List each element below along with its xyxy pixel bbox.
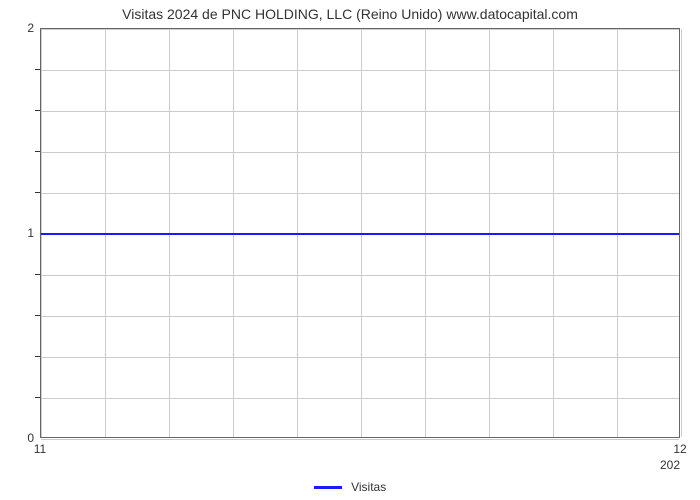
y-axis-minor-tick xyxy=(35,151,40,152)
y-axis-minor-tick xyxy=(35,69,40,70)
gridline-horizontal xyxy=(41,29,679,30)
plot-area xyxy=(40,28,680,438)
gridline-horizontal xyxy=(41,398,679,399)
y-axis-minor-tick xyxy=(35,110,40,111)
gridline-horizontal xyxy=(41,357,679,358)
visits-line-chart: Visitas 2024 de PNC HOLDING, LLC (Reino … xyxy=(0,0,700,500)
gridline-horizontal xyxy=(41,275,679,276)
gridline-horizontal xyxy=(41,70,679,71)
y-axis-minor-tick xyxy=(35,315,40,316)
chart-title: Visitas 2024 de PNC HOLDING, LLC (Reino … xyxy=(0,6,700,22)
y-axis-tick-label: 0 xyxy=(16,431,34,445)
gridline-vertical xyxy=(681,29,682,437)
y-axis-minor-tick xyxy=(35,192,40,193)
gridline-horizontal xyxy=(41,152,679,153)
chart-legend: Visitas xyxy=(0,479,700,494)
gridline-horizontal xyxy=(41,111,679,112)
series-line-visitas xyxy=(41,233,679,235)
y-axis-minor-tick xyxy=(35,397,40,398)
y-axis-minor-tick xyxy=(35,274,40,275)
x-axis-tick-label: 12 xyxy=(673,442,686,456)
x-axis-sub-label: 202 xyxy=(660,458,680,472)
gridline-horizontal xyxy=(41,316,679,317)
gridline-horizontal xyxy=(41,439,679,440)
y-axis-tick-label: 2 xyxy=(16,21,34,35)
y-axis-tick-label: 1 xyxy=(16,226,34,240)
legend-swatch xyxy=(314,486,342,489)
x-axis-tick-label: 11 xyxy=(34,442,46,456)
y-axis-minor-tick xyxy=(35,356,40,357)
legend-label: Visitas xyxy=(351,480,386,494)
gridline-horizontal xyxy=(41,193,679,194)
